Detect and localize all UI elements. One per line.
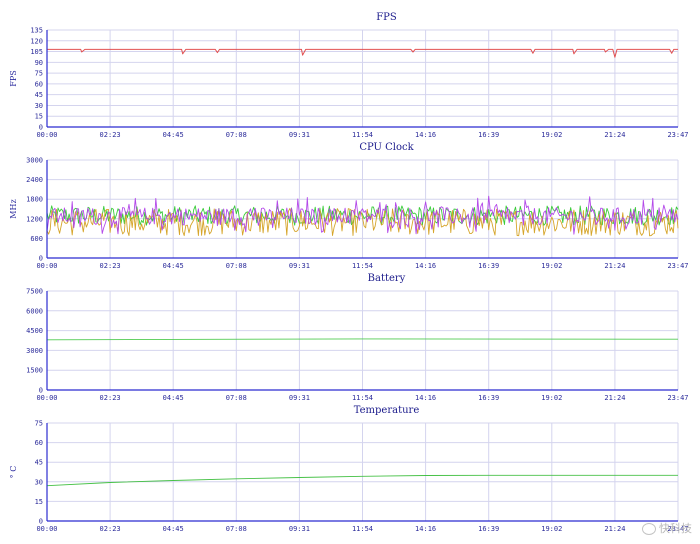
y-axis-label: MHz bbox=[9, 199, 18, 218]
x-tick-label: 23:47 bbox=[667, 394, 688, 402]
chart-0: FPS FPS 0 15 30 45 60 75 90 105 120 135 00:00 02:23 04… bbox=[9, 12, 689, 139]
x-tick-label: 02:23 bbox=[100, 262, 121, 270]
y-tick-label: 0 bbox=[39, 255, 43, 263]
chart-3: Temperature ° C 0 15 30 45 60 75 00:00 02:23 04:45… bbox=[9, 405, 689, 533]
y-tick-label: 120 bbox=[30, 37, 43, 45]
x-tick-label: 11:54 bbox=[352, 262, 373, 270]
x-tick-label: 02:23 bbox=[100, 394, 121, 402]
x-tick-label: 14:16 bbox=[415, 131, 436, 139]
chart-title: Temperature bbox=[354, 405, 420, 416]
y-tick-label: 600 bbox=[30, 235, 43, 243]
x-tick-label: 16:39 bbox=[478, 525, 499, 533]
x-tick-label: 21:24 bbox=[604, 394, 625, 402]
x-tick-label: 23:47 bbox=[667, 131, 688, 139]
y-tick-label: 75 bbox=[35, 70, 43, 78]
x-tick-label: 11:54 bbox=[352, 394, 373, 402]
y-tick-label: 0 bbox=[39, 518, 43, 526]
y-tick-label: 15 bbox=[35, 113, 43, 121]
y-tick-label: 3000 bbox=[26, 157, 43, 165]
watermark: 快科技 bbox=[642, 520, 692, 536]
y-axis-label: ° C bbox=[9, 466, 18, 479]
x-tick-label: 07:08 bbox=[226, 394, 247, 402]
series-line-2 bbox=[46, 195, 679, 235]
x-tick-label: 00:00 bbox=[36, 394, 57, 402]
y-tick-label: 45 bbox=[35, 459, 43, 467]
y-tick-label: 30 bbox=[35, 102, 43, 110]
chart-2: Battery 0 1500 3000 4500 6000 7500 00:00 02:23 04… bbox=[26, 273, 688, 402]
x-tick-label: 07:08 bbox=[226, 131, 247, 139]
x-tick-label: 14:16 bbox=[415, 394, 436, 402]
y-tick-label: 1200 bbox=[26, 215, 43, 223]
x-tick-label: 14:16 bbox=[415, 525, 436, 533]
y-tick-label: 1500 bbox=[26, 367, 43, 375]
x-tick-label: 04:45 bbox=[163, 131, 184, 139]
y-tick-label: 135 bbox=[30, 27, 43, 35]
x-tick-label: 19:02 bbox=[541, 262, 562, 270]
y-tick-label: 4500 bbox=[26, 327, 43, 335]
y-tick-label: 105 bbox=[30, 48, 43, 56]
series-line-0 bbox=[46, 474, 678, 487]
x-tick-label: 19:02 bbox=[541, 131, 562, 139]
y-tick-label: 6000 bbox=[26, 307, 43, 315]
y-axis-label: FPS bbox=[9, 70, 18, 86]
x-tick-label: 00:00 bbox=[36, 525, 57, 533]
x-tick-label: 16:39 bbox=[478, 131, 499, 139]
x-tick-label: 09:31 bbox=[289, 394, 310, 402]
y-tick-label: 30 bbox=[35, 478, 43, 486]
x-tick-label: 21:24 bbox=[604, 131, 625, 139]
y-tick-label: 0 bbox=[39, 124, 43, 132]
x-tick-label: 02:23 bbox=[100, 525, 121, 533]
x-tick-label: 04:45 bbox=[163, 262, 184, 270]
chart-title: FPS bbox=[376, 12, 397, 23]
x-tick-label: 19:02 bbox=[541, 525, 562, 533]
x-tick-label: 16:39 bbox=[478, 394, 499, 402]
series-line-0 bbox=[46, 338, 679, 341]
x-tick-label: 14:16 bbox=[415, 262, 436, 270]
x-tick-label: 16:39 bbox=[478, 262, 499, 270]
x-tick-label: 04:45 bbox=[163, 525, 184, 533]
watermark-text: 快科技 bbox=[659, 522, 692, 535]
y-tick-label: 15 bbox=[35, 498, 43, 506]
chart-1: CPU Clock MHz 0 600 1200 1800 2400 3000 00:00 02:… bbox=[9, 142, 689, 270]
x-tick-label: 23:47 bbox=[667, 262, 688, 270]
x-tick-label: 00:00 bbox=[36, 262, 57, 270]
y-tick-label: 2400 bbox=[26, 176, 43, 184]
y-tick-label: 75 bbox=[35, 420, 43, 428]
x-tick-label: 00:00 bbox=[36, 131, 57, 139]
x-tick-label: 09:31 bbox=[289, 262, 310, 270]
y-tick-label: 7500 bbox=[26, 288, 43, 296]
weibo-icon bbox=[642, 523, 656, 535]
y-tick-label: 90 bbox=[35, 59, 43, 67]
y-tick-label: 45 bbox=[35, 91, 43, 99]
series-line-0 bbox=[47, 48, 678, 58]
x-tick-label: 21:24 bbox=[604, 525, 625, 533]
x-tick-label: 09:31 bbox=[289, 525, 310, 533]
chart-title: CPU Clock bbox=[359, 142, 414, 153]
x-tick-label: 23:47 bbox=[667, 525, 688, 533]
x-tick-label: 11:54 bbox=[352, 131, 373, 139]
y-tick-label: 1800 bbox=[26, 196, 43, 204]
x-tick-label: 02:23 bbox=[100, 131, 121, 139]
y-tick-label: 0 bbox=[39, 387, 43, 395]
y-tick-label: 60 bbox=[35, 439, 43, 447]
x-tick-label: 04:45 bbox=[163, 394, 184, 402]
x-tick-label: 21:24 bbox=[604, 262, 625, 270]
x-tick-label: 11:54 bbox=[352, 525, 373, 533]
x-tick-label: 07:08 bbox=[226, 525, 247, 533]
y-tick-label: 60 bbox=[35, 80, 43, 88]
x-tick-label: 19:02 bbox=[541, 394, 562, 402]
chart-title: Battery bbox=[368, 273, 406, 284]
x-tick-label: 09:31 bbox=[289, 131, 310, 139]
y-tick-label: 3000 bbox=[26, 347, 43, 355]
x-tick-label: 07:08 bbox=[226, 262, 247, 270]
